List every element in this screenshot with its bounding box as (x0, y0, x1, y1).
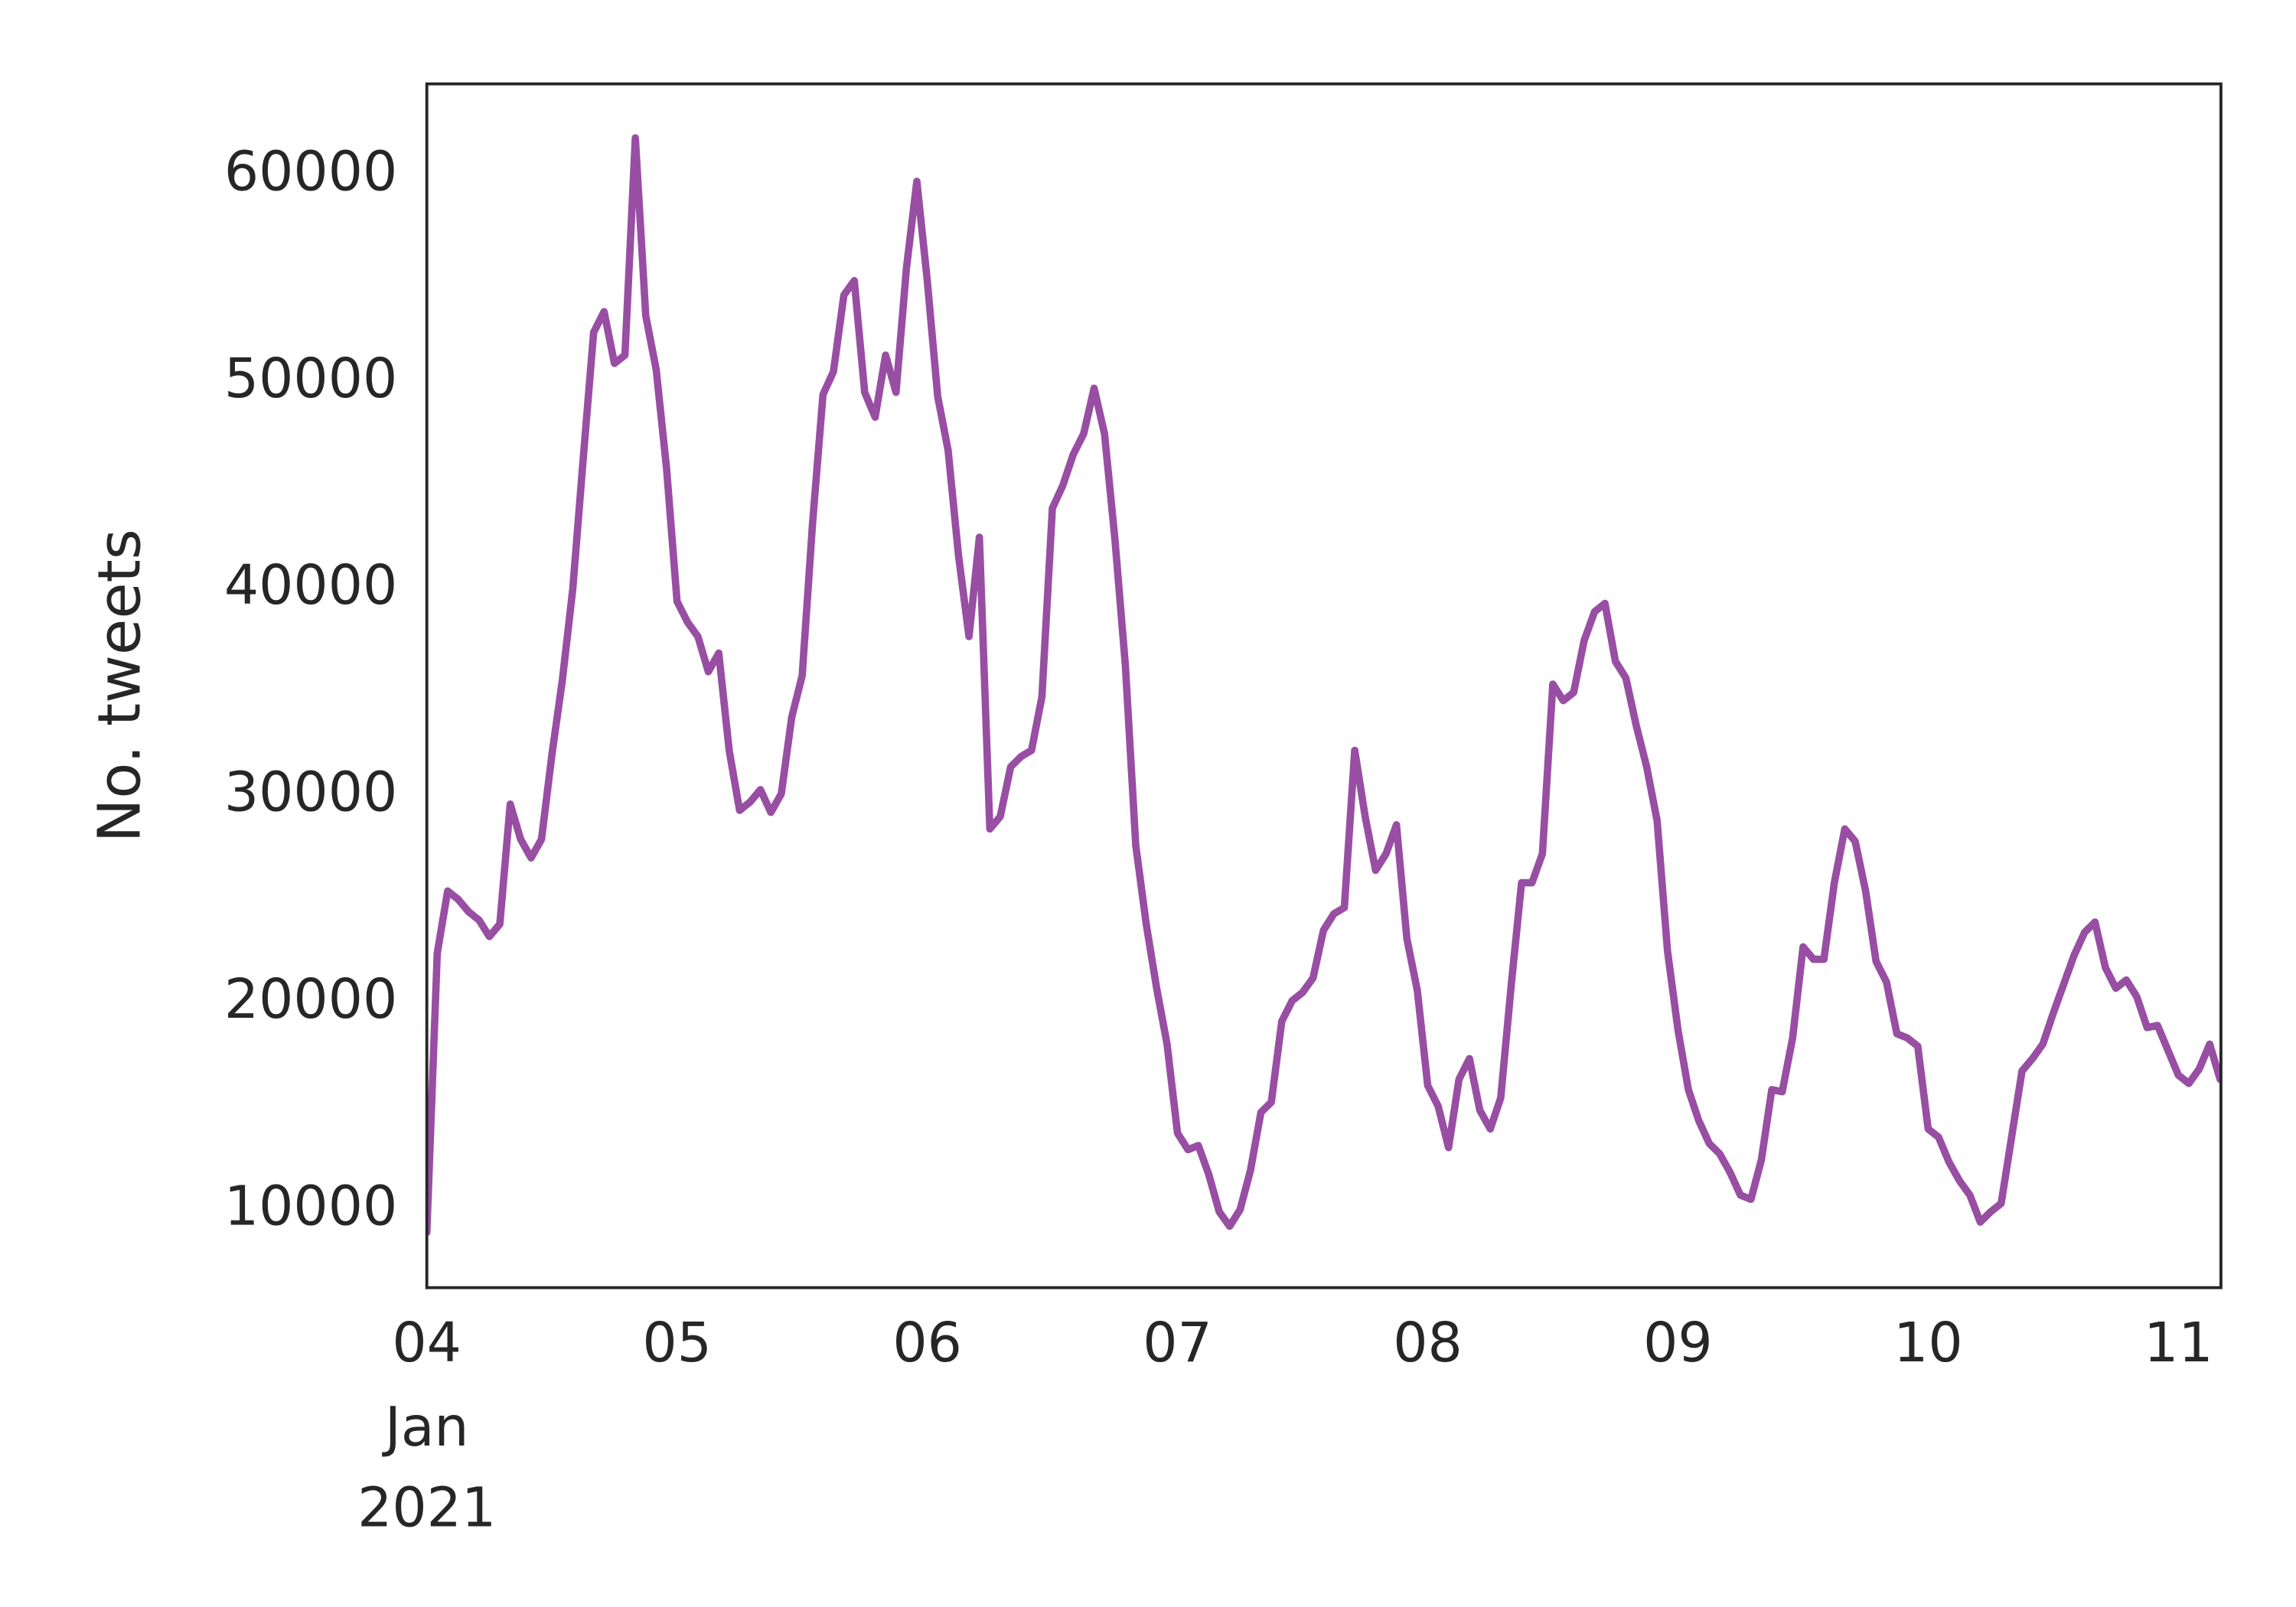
y-tick-label: 10000 (224, 1174, 397, 1237)
x-tick-label: 11 (2144, 1311, 2213, 1374)
x-tick-label: 06 (892, 1311, 962, 1374)
plot-area (426, 134, 2221, 1237)
y-tick-label: 60000 (224, 139, 397, 203)
y-tick-label: 20000 (224, 967, 397, 1031)
y-tick-label: 30000 (224, 761, 397, 824)
x-date-label: 2021 (357, 1476, 496, 1540)
x-tick-label: 08 (1393, 1311, 1463, 1374)
x-tick-label: 10 (1893, 1311, 1963, 1374)
y-tick-label: 50000 (224, 347, 397, 410)
x-tick-label: 07 (1143, 1311, 1212, 1374)
plot-frame (425, 82, 2223, 1289)
x-date-label: Jan (382, 1395, 469, 1459)
y-tick-label: 40000 (224, 553, 397, 617)
data-line (426, 134, 2221, 1237)
x-tick-label: 09 (1643, 1311, 1713, 1374)
y-axis-label: No. tweets (86, 529, 155, 843)
x-tick-label: 04 (392, 1311, 461, 1374)
x-tick-label: 05 (642, 1311, 712, 1374)
